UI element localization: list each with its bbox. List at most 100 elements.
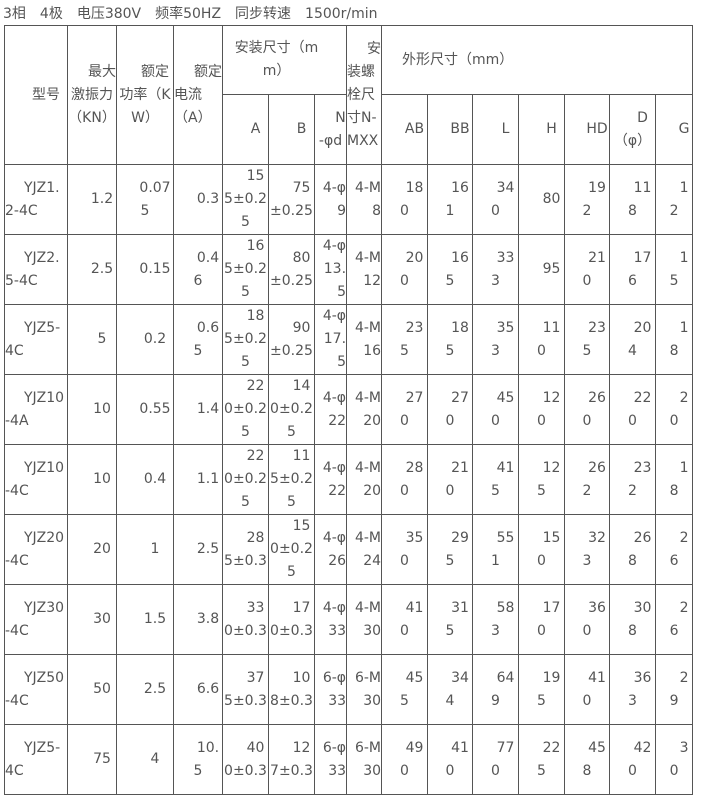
table-cell: YJZ5-4C: [4, 304, 68, 375]
table-cell: 285±0.3: [222, 514, 269, 585]
table-row: YJZ1.2-4C 1.2 0.075 0.3 155±0.25 75±0.25 4-φ9 4…: [4, 164, 694, 235]
table-cell: 90±0.25: [268, 304, 315, 375]
table-cell: 18: [655, 444, 694, 515]
table-cell: 0.55: [116, 374, 174, 445]
table-cell: 4-M20: [346, 374, 383, 445]
table-cell: 323: [564, 514, 611, 585]
header-col-7: HD: [564, 94, 611, 165]
table-cell: 10.5: [173, 724, 223, 795]
table-cell: 0.3: [173, 164, 223, 235]
table-cell: 375±0.3: [222, 654, 269, 725]
table-cell: 6.6: [173, 654, 223, 725]
header-current: 额定电流（A）: [173, 25, 223, 165]
header-install: 安装尺寸（mm）: [221, 25, 348, 95]
table-cell: 4-M24: [346, 514, 383, 585]
table-cell: 2.5: [173, 514, 223, 585]
table-cell: 200: [381, 234, 429, 305]
table-cell: 140±0.25: [268, 374, 315, 445]
table-cell: 2.5: [67, 234, 117, 305]
table-cell: 75±0.25: [268, 164, 315, 235]
header-row-2: A B N-φd AB BB L H HD D（φ） G: [5, 94, 694, 165]
table-cell: YJZ10-4C: [4, 444, 68, 515]
table-cell: 280: [381, 444, 429, 515]
table-cell: 170±0.3: [268, 584, 315, 655]
table-cell: YJZ10-4A: [4, 374, 68, 445]
table-cell: 10: [67, 444, 117, 515]
header-outline: 外形尺寸（mm）: [381, 25, 694, 95]
table-cell: 12: [655, 164, 694, 235]
table-cell: 4-φ17.5: [313, 304, 348, 375]
table-cell: 15: [655, 234, 694, 305]
table-cell: 150±0.25: [268, 514, 315, 585]
table-cell: 220: [609, 374, 657, 445]
table-cell: 0.65: [173, 304, 223, 375]
table-cell: 29: [655, 654, 694, 725]
table-cell: 1.5: [116, 584, 174, 655]
header-col-3: AB: [381, 94, 429, 165]
table-cell: 0.15: [116, 234, 174, 305]
table-row: YJZ2.5-4C 2.5 0.15 0.46 165±0.25 80±0.25 4-φ13…: [4, 234, 694, 305]
header-col-9: G: [655, 94, 694, 165]
table-cell: 6-M30: [346, 654, 383, 725]
table-cell: 353: [472, 304, 520, 375]
table-cell: 1: [116, 514, 174, 585]
table-cell: 115±0.25: [268, 444, 315, 515]
header-col-6: H: [518, 94, 566, 165]
table-cell: 235: [381, 304, 429, 375]
table-row: YJZ50-4C 50 2.5 6.6 375±0.3 108±0.3 6-φ33 6-M30…: [4, 654, 694, 725]
table-cell: 204: [609, 304, 657, 375]
table-cell: 344: [427, 654, 474, 725]
table-cell: 4-M20: [346, 444, 383, 515]
table-cell: 3.8: [173, 584, 223, 655]
table-cell: 80: [518, 164, 566, 235]
table-cell: YJZ5-4C: [4, 724, 68, 795]
table-cell: 551: [472, 514, 520, 585]
header-col-4: BB: [427, 94, 474, 165]
spec-table: 型号 最大激振力（KN） 额定功率（KW） 额定电流（A） 安装尺寸（mm） 安…: [4, 25, 694, 795]
table-cell: 161: [427, 164, 474, 235]
table-cell: 4-φ13.5: [313, 234, 348, 305]
table-cell: 75: [67, 724, 117, 795]
table-cell: 490: [381, 724, 429, 795]
table-cell: 4-φ9: [313, 164, 348, 235]
table-cell: 0.075: [116, 164, 174, 235]
table-cell: 170: [518, 584, 566, 655]
table-cell: 270: [381, 374, 429, 445]
table-cell: 1.4: [173, 374, 223, 445]
table-cell: 185: [427, 304, 474, 375]
table-cell: 220±0.25: [222, 374, 269, 445]
table-cell: 192: [564, 164, 611, 235]
table-cell: 2.5: [116, 654, 174, 725]
table-cell: 20: [655, 374, 694, 445]
table-row: YJZ10-4A 10 0.55 1.4 220±0.25 140±0.25 4-φ22 4-…: [4, 374, 694, 445]
table-cell: 649: [472, 654, 520, 725]
header-col-2: N-φd: [313, 94, 348, 165]
table-cell: 6-M30: [346, 724, 383, 795]
header-power: 额定功率（KW）: [116, 25, 174, 165]
table-cell: 20: [67, 514, 117, 585]
table-cell: 268: [609, 514, 657, 585]
table-cell: 770: [472, 724, 520, 795]
table-cell: 330±0.3: [222, 584, 269, 655]
table-cell: 450: [472, 374, 520, 445]
table-cell: 4-φ33: [313, 584, 348, 655]
table-cell: 350: [381, 514, 429, 585]
header-col-8: D（φ）: [609, 94, 657, 165]
table-cell: 125: [518, 444, 566, 515]
table-cell: 262: [564, 444, 611, 515]
table-cell: 4-M8: [346, 164, 383, 235]
table-cell: 150: [518, 514, 566, 585]
header-model: 型号: [4, 25, 68, 165]
table-cell: 26: [655, 514, 694, 585]
table-cell: 420: [609, 724, 657, 795]
table-cell: 0.2: [116, 304, 174, 375]
table-cell: 315: [427, 584, 474, 655]
table-cell: 225: [518, 724, 566, 795]
table-cell: 455: [381, 654, 429, 725]
spec-table-container: 型号 最大激振力（KN） 额定功率（KW） 额定电流（A） 安装尺寸（mm） 安…: [4, 25, 694, 795]
table-cell: 4-φ26: [313, 514, 348, 585]
table-cell: 270: [427, 374, 474, 445]
table-cell: 50: [67, 654, 117, 725]
table-cell: 583: [472, 584, 520, 655]
table-cell: 185±0.25: [222, 304, 269, 375]
